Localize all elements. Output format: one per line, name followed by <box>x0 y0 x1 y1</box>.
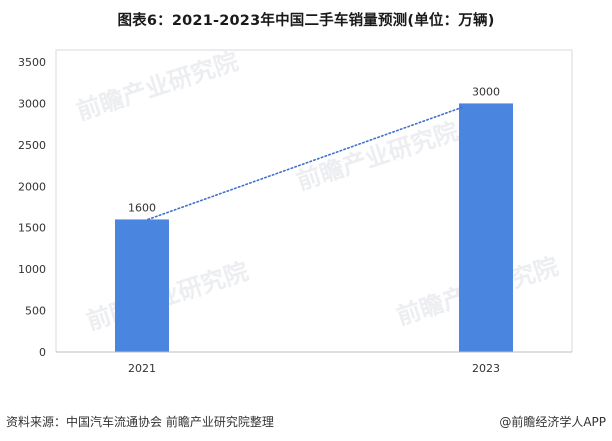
x-tick-label: 2023 <box>472 362 500 375</box>
bars-group <box>115 103 513 352</box>
y-tick-label: 3000 <box>18 97 46 110</box>
trendline <box>147 106 463 221</box>
y-tick-label: 1000 <box>18 263 46 276</box>
x-tick-label: 2021 <box>128 362 156 375</box>
y-tick-label: 2000 <box>18 180 46 193</box>
bar-2021 <box>115 219 169 352</box>
data-label: 1600 <box>128 201 156 214</box>
chart-title: 图表6：2021-2023年中国二手车销量预测(单位：万辆) <box>117 13 495 29</box>
y-axis: 0 500 1000 1500 2000 2500 3000 3500 <box>18 56 46 359</box>
watermark-text: 前瞻产业研究院 <box>73 47 241 126</box>
y-tick-label: 2500 <box>18 139 46 152</box>
trendline-group <box>147 106 463 221</box>
watermark-text: 前瞻产业研究院 <box>293 117 461 196</box>
y-tick-label: 0 <box>39 346 46 359</box>
data-label: 3000 <box>472 85 500 98</box>
y-tick-label: 1500 <box>18 222 46 235</box>
y-tick-label: 3500 <box>18 56 46 69</box>
x-axis: 2021 2023 <box>56 351 572 375</box>
source-note: 资料来源：中国汽车流通协会 前瞻产业研究院整理 <box>6 415 274 429</box>
brand-credit: @前瞻经济学人APP <box>499 415 606 429</box>
bar-2023 <box>459 103 513 352</box>
data-labels-group: 1600 3000 <box>128 85 500 214</box>
y-tick-label: 500 <box>25 305 46 318</box>
